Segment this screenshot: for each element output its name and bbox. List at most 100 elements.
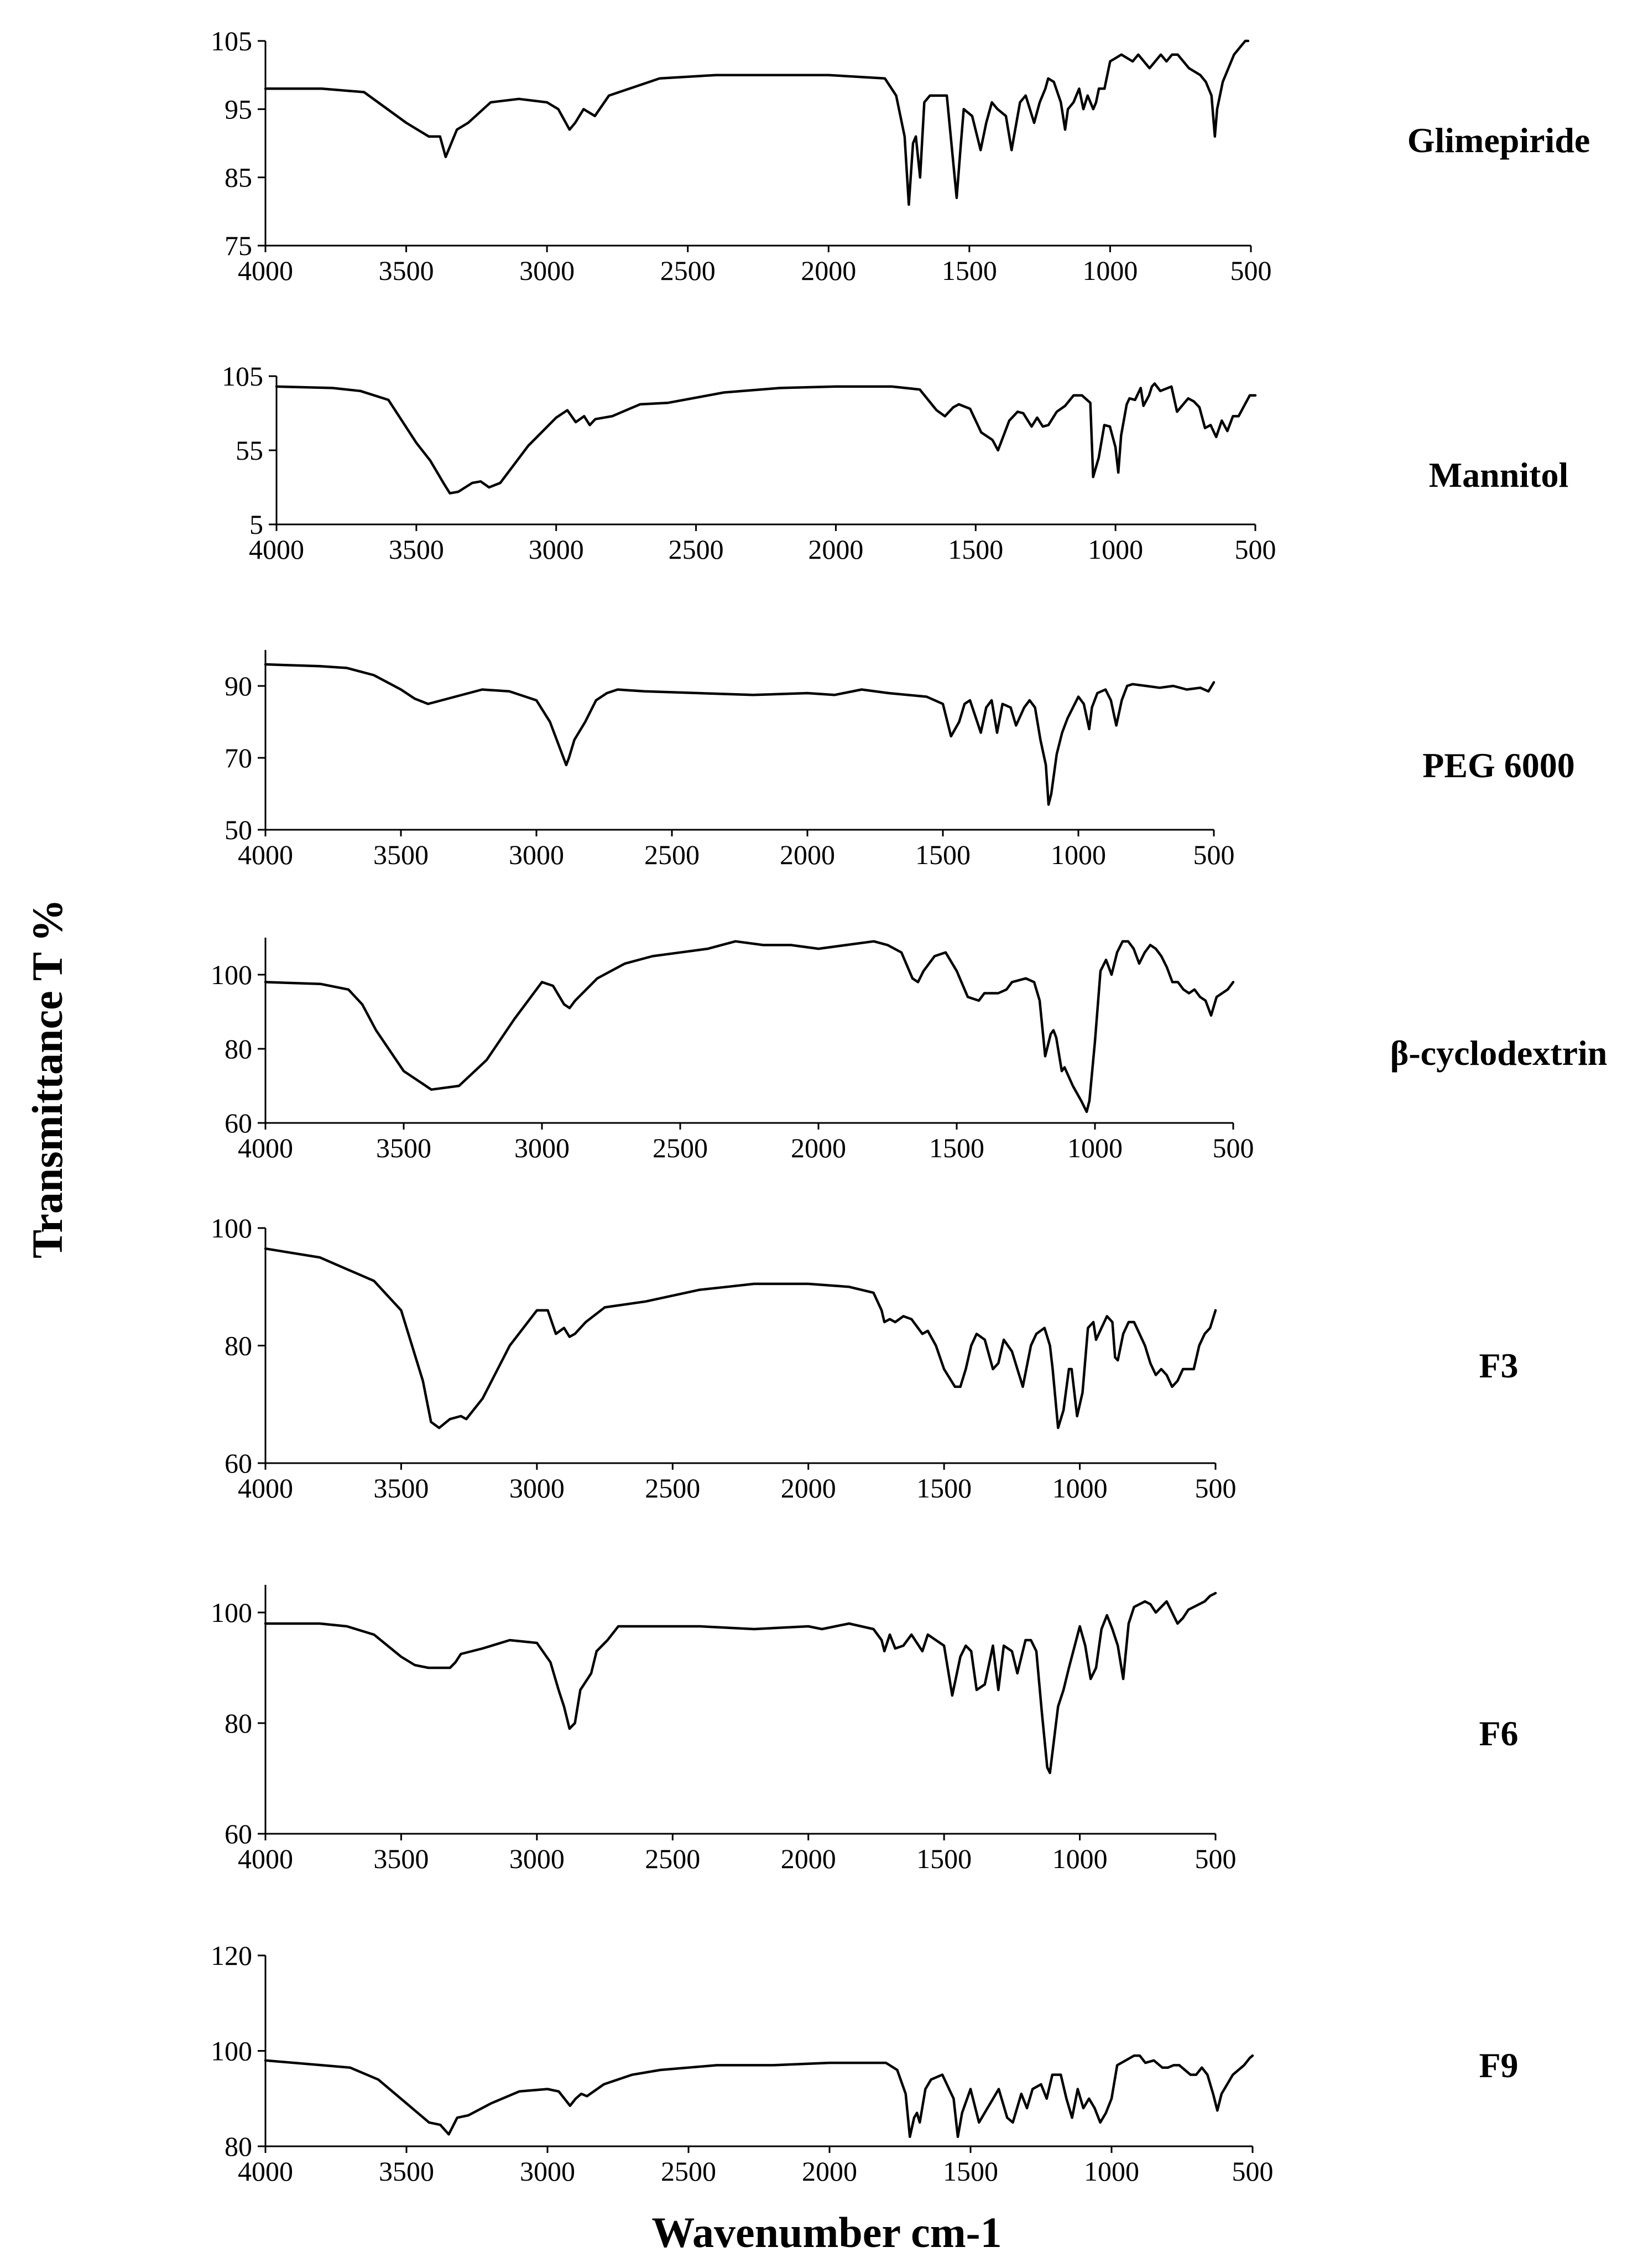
x-tick-label: 2500 — [661, 2156, 716, 2187]
y-tick-label: 80 — [225, 2131, 252, 2162]
y-tick-label: 95 — [225, 93, 252, 124]
x-tick-label: 4000 — [238, 1473, 293, 1504]
x-tick-label: 4000 — [249, 534, 304, 565]
x-tick-label: 1000 — [1052, 1843, 1108, 1874]
spectrum-line — [264, 39, 1250, 206]
y-tick-label: 100 — [211, 2036, 252, 2067]
x-tick-label: 3000 — [509, 1843, 565, 1874]
x-tick-label: 500 — [1232, 2156, 1274, 2187]
spectrum-panel: 60 80 100 4000 3500 3000 2500 2000 1500 1000 500 F6 — [211, 1585, 1519, 1874]
x-tick-label: 4000 — [238, 1132, 293, 1163]
y-tick-label: 5 — [249, 509, 263, 540]
x-tick-label: 1000 — [1084, 2156, 1139, 2187]
x-tick-label: 4000 — [238, 839, 293, 870]
x-tick-label: 4000 — [238, 2156, 293, 2187]
spectrum-panel: 50 70 90 4000 3500 3000 2500 2000 1500 1000 500 PEG… — [225, 650, 1575, 870]
y-tick-label: 90 — [225, 670, 252, 701]
spectrum-label: F3 — [1479, 1346, 1518, 1385]
x-tick-label: 500 — [1213, 1132, 1254, 1163]
y-tick-label: 100 — [211, 1213, 252, 1244]
x-tick-label: 500 — [1195, 1473, 1237, 1504]
x-tick-label: 2000 — [781, 1473, 836, 1504]
spectrum-label: Mannitol — [1429, 455, 1568, 495]
x-tick-label: 3500 — [373, 1473, 429, 1504]
x-tick-label: 2000 — [781, 1843, 836, 1874]
x-tick-label: 3500 — [373, 1843, 429, 1874]
x-tick-label: 2500 — [645, 1473, 700, 1504]
y-tick-label: 70 — [225, 742, 252, 773]
y-tick-label: 120 — [211, 1940, 252, 1971]
x-axis-title: Wavenumber cm-1 — [651, 2208, 1002, 2256]
y-tick-label: 50 — [225, 814, 252, 845]
x-tick-label: 1000 — [1082, 255, 1138, 286]
x-tick-label: 3500 — [373, 839, 429, 870]
y-tick-label: 100 — [211, 959, 252, 990]
spectrum-panel: 80 100 120 4000 3500 3000 2500 2000 1500 1000 500 F… — [211, 1940, 1519, 2187]
x-tick-label: 3500 — [379, 2156, 434, 2187]
x-tick-label: 500 — [1230, 255, 1272, 286]
x-tick-label: 1000 — [1051, 839, 1106, 870]
x-tick-label: 2000 — [802, 2156, 857, 2187]
x-tick-label: 1500 — [942, 255, 997, 286]
spectrum-label: F6 — [1479, 1714, 1518, 1753]
spectrum-label: β-cyclodextrin — [1390, 1033, 1608, 1073]
x-tick-label: 4000 — [238, 1843, 293, 1874]
spectrum-panel: 60 80 100 4000 3500 3000 2500 2000 1500 1000 500 β-… — [211, 938, 1607, 1163]
spectrum-panel: 60 80 100 4000 3500 3000 2500 2000 1500 1000 500 F3 — [211, 1213, 1519, 1504]
spectrum-line — [275, 382, 1257, 495]
x-tick-label: 2000 — [808, 534, 863, 565]
x-tick-label: 3000 — [509, 1473, 565, 1504]
x-tick-label: 3500 — [376, 1132, 431, 1163]
x-tick-label: 1500 — [943, 2156, 998, 2187]
y-tick-label: 75 — [225, 230, 252, 261]
x-tick-label: 2000 — [780, 839, 835, 870]
x-tick-label: 1500 — [915, 839, 971, 870]
spectrum-line — [264, 2054, 1254, 2139]
y-tick-label: 105 — [222, 361, 263, 392]
x-tick-label: 3500 — [389, 534, 444, 565]
x-tick-label: 500 — [1235, 534, 1276, 565]
spectrum-line — [264, 940, 1235, 1114]
x-tick-label: 3000 — [520, 2156, 575, 2187]
spectrum-panels: 75 85 95 105 4000 3500 3000 2500 2000 1500 1000 500… — [211, 25, 1607, 2187]
x-tick-label: 2500 — [669, 534, 724, 565]
y-tick-label: 80 — [225, 1330, 252, 1361]
y-tick-label: 55 — [236, 435, 263, 466]
y-tick-label: 80 — [225, 1033, 252, 1064]
spectrum-line — [264, 1247, 1217, 1429]
x-tick-label: 1000 — [1067, 1132, 1123, 1163]
y-tick-label: 105 — [211, 25, 252, 56]
x-tick-label: 1500 — [948, 534, 1003, 565]
x-tick-label: 1500 — [916, 1473, 972, 1504]
x-tick-label: 2000 — [801, 255, 856, 286]
x-tick-label: 1500 — [929, 1132, 984, 1163]
x-tick-label: 500 — [1195, 1843, 1237, 1874]
x-tick-label: 3000 — [514, 1132, 570, 1163]
spectrum-label: PEG 6000 — [1422, 746, 1575, 785]
y-tick-label: 100 — [211, 1597, 252, 1628]
x-tick-label: 1000 — [1052, 1473, 1108, 1504]
x-tick-label: 2000 — [791, 1132, 846, 1163]
x-tick-label: 2500 — [645, 1843, 700, 1874]
x-tick-label: 500 — [1193, 839, 1235, 870]
x-tick-label: 2500 — [653, 1132, 708, 1163]
y-tick-label: 60 — [225, 1818, 252, 1849]
y-tick-label: 60 — [225, 1107, 252, 1138]
x-tick-label: 2500 — [644, 839, 700, 870]
x-tick-label: 3000 — [529, 534, 584, 565]
x-tick-label: 3000 — [519, 255, 575, 286]
y-tick-label: 80 — [225, 1708, 252, 1739]
spectrum-line — [264, 1591, 1217, 1775]
spectrum-label: F9 — [1479, 2046, 1518, 2085]
x-tick-label: 3500 — [379, 255, 434, 286]
spectrum-panel: 75 85 95 105 4000 3500 3000 2500 2000 1500 1000 500… — [211, 25, 1590, 286]
x-tick-label: 3000 — [509, 839, 564, 870]
y-tick-label: 85 — [225, 162, 252, 193]
x-tick-label: 1500 — [916, 1843, 972, 1874]
x-tick-label: 4000 — [238, 255, 293, 286]
x-tick-label: 1000 — [1088, 534, 1143, 565]
y-tick-label: 60 — [225, 1448, 252, 1479]
spectrum-line — [264, 663, 1216, 806]
y-axis-title: Transmittance T % — [23, 899, 71, 1258]
